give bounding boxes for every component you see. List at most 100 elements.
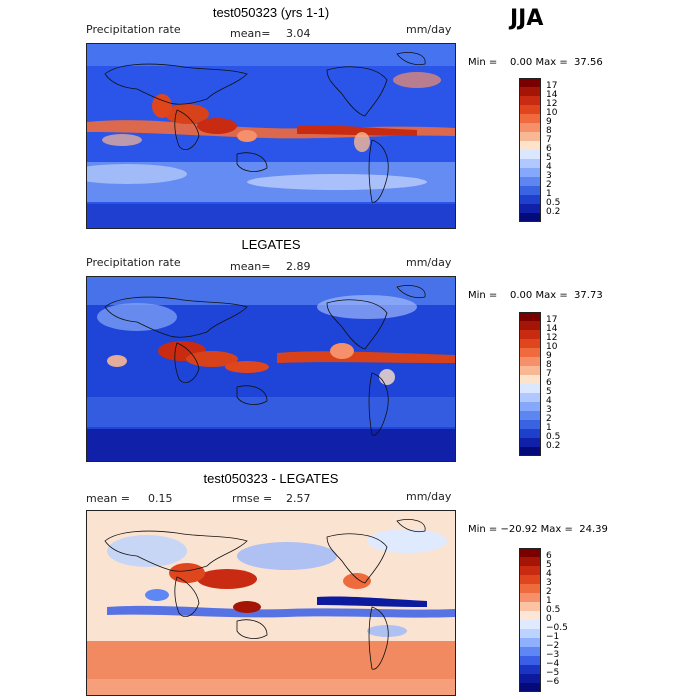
colorbar-segment	[519, 366, 541, 375]
colorbar-segment	[519, 204, 541, 213]
panel-1-map-svg	[87, 44, 455, 228]
colorbar-segment	[519, 629, 541, 638]
panel-1-variable-label: Precipitation rate	[86, 23, 181, 36]
colorbar-tick-label: 4	[546, 569, 552, 579]
colorbar-tick-label: 8	[546, 360, 552, 370]
colorbar-segment	[519, 186, 541, 195]
panel-1-minmax: Min = 0.00 Max = 37.56	[468, 57, 603, 68]
panel-2-map	[86, 276, 456, 462]
colorbar-segment	[519, 429, 541, 438]
panel-3-rmse-value: 2.57	[286, 492, 311, 505]
colorbar-segment	[519, 575, 541, 584]
colorbar-tick-label: 4	[546, 162, 552, 172]
colorbar-tick-label: 3	[546, 578, 552, 588]
panel-1-title: test050323 (yrs 1-1)	[212, 5, 330, 20]
panel-2-colorbar	[519, 312, 541, 456]
colorbar-segment	[519, 665, 541, 674]
colorbar-segment	[519, 402, 541, 411]
colorbar-tick-label: 1	[546, 189, 552, 199]
colorbar-segment	[519, 566, 541, 575]
colorbar-tick-label: 3	[546, 405, 552, 415]
panel-3-map-svg	[87, 511, 455, 695]
colorbar-segment	[519, 330, 541, 339]
colorbar-segment	[519, 87, 541, 96]
colorbar-tick-label: 0.2	[546, 207, 561, 217]
colorbar-tick-label: 0.5	[546, 198, 561, 208]
colorbar-tick-label: −1	[546, 632, 560, 642]
colorbar-segment	[519, 348, 541, 357]
panel-1-mean-label: mean=	[230, 27, 271, 40]
colorbar-tick-label: 5	[546, 153, 552, 163]
colorbar-segment	[519, 674, 541, 683]
colorbar-tick-label: 4	[546, 396, 552, 406]
colorbar-tick-label: 14	[546, 90, 558, 100]
panel-3-rmse-label: rmse =	[232, 492, 273, 505]
colorbar-tick-label: 8	[546, 126, 552, 136]
colorbar-segment	[519, 123, 541, 132]
colorbar-segment	[519, 339, 541, 348]
colorbar-tick-label: 6	[546, 144, 552, 154]
colorbar-segment	[519, 384, 541, 393]
colorbar-tick-label: 5	[546, 560, 552, 570]
colorbar-tick-label: 2	[546, 587, 552, 597]
panel-1-colorbar	[519, 78, 541, 222]
colorbar-segment	[519, 213, 541, 222]
panel-2-mean-label: mean=	[230, 260, 271, 273]
colorbar-segment	[519, 132, 541, 141]
panel-3-mean-value: 0.15	[148, 492, 173, 505]
colorbar-segment	[519, 105, 541, 114]
colorbar-tick-label: 2	[546, 414, 552, 424]
colorbar-segment	[519, 321, 541, 330]
panel-1-units: mm/day	[406, 23, 452, 36]
colorbar-segment	[519, 375, 541, 384]
colorbar-segment	[519, 683, 541, 692]
colorbar-segment	[519, 548, 541, 557]
colorbar-segment	[519, 177, 541, 186]
panel-2-map-svg	[87, 277, 455, 461]
colorbar-tick-label: 10	[546, 342, 558, 352]
colorbar-segment	[519, 168, 541, 177]
colorbar-segment	[519, 638, 541, 647]
colorbar-segment	[519, 114, 541, 123]
colorbar-segment	[519, 150, 541, 159]
panel-3-map	[86, 510, 456, 696]
colorbar-segment	[519, 96, 541, 105]
panel-2-mean-value: 2.89	[286, 260, 311, 273]
colorbar-segment	[519, 447, 541, 456]
colorbar-tick-label: 0	[546, 614, 552, 624]
colorbar-tick-label: 17	[546, 81, 558, 91]
colorbar-tick-label: 5	[546, 387, 552, 397]
colorbar-segment	[519, 357, 541, 366]
colorbar-tick-label: 2	[546, 180, 552, 190]
colorbar-segment	[519, 159, 541, 168]
colorbar-tick-label: −3	[546, 650, 560, 660]
colorbar-tick-label: 1	[546, 423, 552, 433]
colorbar-tick-label: 6	[546, 551, 552, 561]
colorbar-tick-label: 1	[546, 596, 552, 606]
colorbar-tick-label: 3	[546, 171, 552, 181]
colorbar-tick-label: −5	[546, 668, 560, 678]
colorbar-segment	[519, 312, 541, 321]
colorbar-tick-label: 17	[546, 315, 558, 325]
panel-2-variable-label: Precipitation rate	[86, 256, 181, 269]
colorbar-tick-label: −4	[546, 659, 560, 669]
colorbar-segment	[519, 195, 541, 204]
panel-2-title: LEGATES	[241, 237, 301, 252]
colorbar-segment	[519, 602, 541, 611]
colorbar-tick-label: 6	[546, 378, 552, 388]
colorbar-tick-label: 12	[546, 99, 558, 109]
colorbar-segment	[519, 141, 541, 150]
panel-1-map	[86, 43, 456, 229]
panel-2-minmax: Min = 0.00 Max = 37.73	[468, 290, 603, 301]
colorbar-segment	[519, 557, 541, 566]
colorbar-segment	[519, 593, 541, 602]
colorbar-segment	[519, 393, 541, 402]
colorbar-segment	[519, 584, 541, 593]
colorbar-tick-label: −0.5	[546, 623, 568, 633]
colorbar-segment	[519, 611, 541, 620]
panel-3-units: mm/day	[406, 490, 452, 503]
colorbar-tick-label: 12	[546, 333, 558, 343]
colorbar-tick-label: 7	[546, 369, 552, 379]
colorbar-segment	[519, 78, 541, 87]
colorbar-tick-label: 0.2	[546, 441, 561, 451]
